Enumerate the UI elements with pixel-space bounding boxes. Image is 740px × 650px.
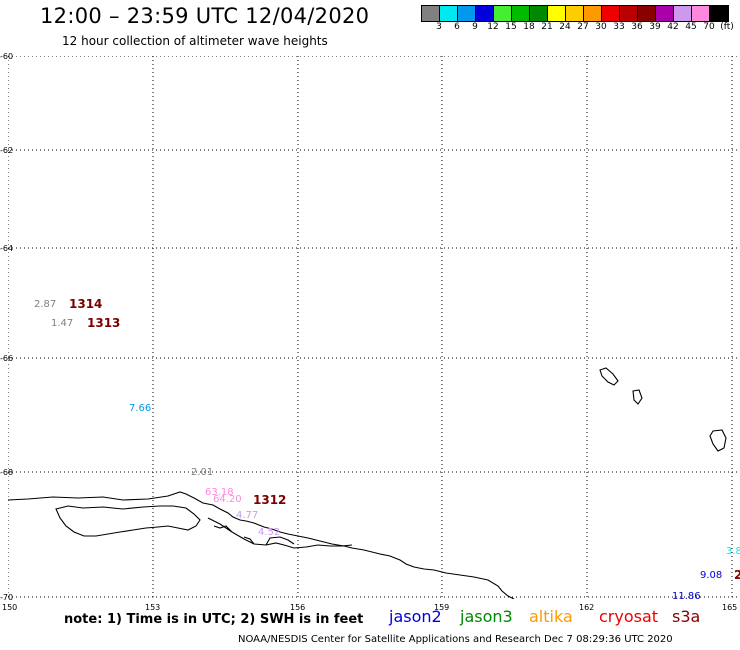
swh-observation: 2 <box>734 568 740 582</box>
swh-observation: 7.66 <box>129 403 152 414</box>
lon-label-153: 153 <box>145 603 161 612</box>
satellite-s3a: s3a <box>672 607 701 626</box>
legend-swatch <box>620 6 638 21</box>
coastline-inlet <box>207 517 353 549</box>
satellite-cryosat: cryosat <box>599 607 659 626</box>
swh-observation: 2.01 <box>191 467 214 478</box>
legend-swatch <box>674 6 692 21</box>
satellite-altika: altika <box>529 607 573 626</box>
graticule <box>7 55 740 599</box>
legend-label: 21 <box>541 22 553 32</box>
pass-number-label: 1314 <box>69 297 103 311</box>
legend-label: 15 <box>505 22 517 32</box>
legend-label: 6 <box>454 22 460 32</box>
swh-observation: 2.87 <box>34 299 57 310</box>
credit-line: NOAA/NESDIS Center for Satellite Applica… <box>238 634 673 645</box>
antarctic-coastline <box>7 367 727 600</box>
legend-label: 36 <box>631 22 643 32</box>
legend-swatch <box>584 6 602 21</box>
coastline-ice-tongue <box>55 505 201 537</box>
wave-height-color-legend <box>421 5 729 22</box>
pass-number-label: 1313 <box>87 316 121 330</box>
legend-swatch <box>710 6 728 21</box>
units-note: note: 1) Time is in UTC; 2) SWH is in fe… <box>64 612 364 627</box>
satellite-jason3: jason3 <box>460 607 513 626</box>
lon-label-165: 165 <box>722 603 738 612</box>
lat-label-70: -70 <box>0 593 14 602</box>
lon-label-150: 150 <box>2 603 18 612</box>
legend-label: 70 <box>703 22 715 32</box>
legend-swatch <box>638 6 656 21</box>
legend-label: 33 <box>613 22 625 32</box>
legend-label: 30 <box>595 22 607 32</box>
lat-label-64: -64 <box>0 244 14 253</box>
legend-swatch <box>548 6 566 21</box>
legend-label: 39 <box>649 22 661 32</box>
lon-label-159: 159 <box>434 603 450 612</box>
legend-swatch <box>656 6 674 21</box>
lon-label-162: 162 <box>579 603 595 612</box>
swh-observation: 9.08 <box>700 570 723 581</box>
lat-label-66: -66 <box>0 354 14 363</box>
swh-observation: 1.47 <box>51 318 74 329</box>
legend-swatch <box>440 6 458 21</box>
map-subtitle: 12 hour collection of altimeter wave hei… <box>62 34 328 48</box>
map-area: -60 -62 -64 -66 -68 -70 2.87 1314 1.47 1… <box>0 52 740 602</box>
swh-observation: 4.52 <box>258 527 281 538</box>
swh-observation: 11.86 <box>672 591 701 602</box>
legend-swatch <box>692 6 710 21</box>
satellite-jason2: jason2 <box>389 607 442 626</box>
legend-label: 42 <box>667 22 679 32</box>
swh-observation: 4.77 <box>236 510 259 521</box>
legend-swatch <box>458 6 476 21</box>
island-2 <box>632 389 643 405</box>
legend-unit: (ft) <box>720 22 734 32</box>
island-3 <box>709 429 727 452</box>
lon-label-156: 156 <box>290 603 306 612</box>
legend-label: 3 <box>436 22 442 32</box>
legend-label: 24 <box>559 22 571 32</box>
swh-observation: 64.20 <box>213 494 242 505</box>
legend-swatch <box>512 6 530 21</box>
legend-swatch <box>530 6 548 21</box>
map-canvas <box>7 55 740 600</box>
lat-label-62: -62 <box>0 146 14 155</box>
legend-label: 18 <box>523 22 535 32</box>
legend-label: 45 <box>685 22 697 32</box>
pass-number-label: 1312 <box>253 493 287 507</box>
lat-label-60: -60 <box>0 52 14 61</box>
coastline-shelf <box>7 491 515 600</box>
legend-swatch <box>566 6 584 21</box>
swh-observation: 3.8 <box>726 546 740 557</box>
swh-observation: 63.18 <box>205 487 234 498</box>
lat-label-68: -68 <box>0 468 14 477</box>
island-1 <box>599 367 619 386</box>
legend-label: 9 <box>472 22 478 32</box>
legend-label: 12 <box>487 22 499 32</box>
legend-label: 27 <box>577 22 589 32</box>
map-title: 12:00 – 23:59 UTC 12/04/2020 <box>40 4 370 28</box>
legend-swatch <box>602 6 620 21</box>
legend-swatch <box>422 6 440 21</box>
legend-swatch <box>494 6 512 21</box>
legend-swatch <box>476 6 494 21</box>
